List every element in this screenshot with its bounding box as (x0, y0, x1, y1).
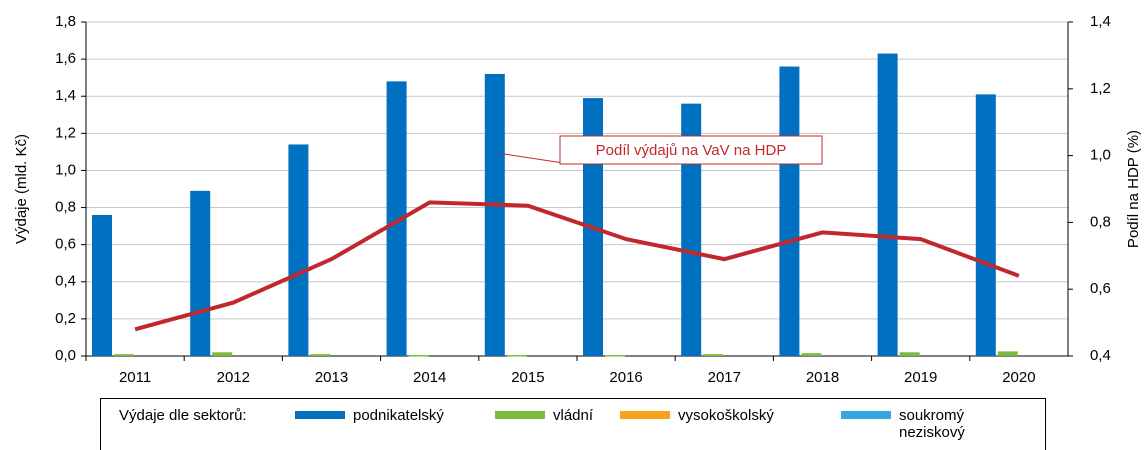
bar (975, 94, 996, 356)
x-tick-label: 2013 (315, 369, 348, 386)
legend-label: soukromý neziskový (899, 407, 965, 441)
x-tick-label: 2020 (1002, 369, 1035, 386)
y2-tick-label: 1,2 (1090, 80, 1111, 97)
bar (288, 144, 309, 356)
bar (877, 53, 898, 357)
y2-tick-label: 1,0 (1090, 147, 1111, 164)
legend-swatch (841, 411, 891, 419)
bar (605, 355, 625, 357)
legend-label: vládní (553, 407, 594, 424)
legend-label: vysokoškolský (678, 407, 774, 424)
legend: Výdaje dle sektorů: podnikatelský vládní v… (100, 398, 1046, 450)
y2-tick-label: 0,6 (1090, 280, 1111, 297)
bar (212, 352, 233, 356)
bar (997, 351, 1018, 356)
plot: Výdaje (mld. Kč) Podíl na HDP (%) 0,0 0,2… (13, 13, 1142, 386)
y-axis-title: Výdaje (mld. Kč) (13, 134, 30, 244)
y2-tick-label: 1,4 (1090, 13, 1111, 30)
legend-swatch (620, 411, 670, 419)
x-tick-label: 2016 (609, 369, 642, 386)
bar (506, 355, 527, 357)
bar (703, 354, 724, 356)
y-tick-label: 0,6 (55, 236, 76, 253)
y-tick-label: 1,6 (55, 50, 76, 67)
bar (408, 355, 429, 357)
x-tick-label: 2019 (904, 369, 937, 386)
x-tick-label: 2015 (511, 369, 544, 386)
x-tick-label: 2018 (806, 369, 839, 386)
bar (779, 66, 800, 357)
y-tick-label: 0,0 (55, 347, 76, 364)
y-tick-label: 0,4 (55, 273, 76, 290)
annotation: Podíl výdajů na VaV na HDP (596, 142, 787, 159)
x-tick-label: 2011 (119, 369, 151, 386)
legend-swatch (495, 411, 545, 419)
bar (92, 214, 112, 356)
legend-label: podnikatelský (353, 407, 444, 424)
bar (681, 103, 702, 357)
y2-axis-title: Podíl na HDP (%) (1125, 130, 1142, 248)
bar (801, 353, 822, 356)
annotation-arrow (502, 153, 571, 165)
bar (114, 354, 134, 356)
x-tick-label: 2012 (217, 369, 250, 386)
y2-tick-label: 0,4 (1090, 347, 1111, 364)
bar (190, 190, 211, 356)
y-tick-label: 1,0 (55, 161, 76, 178)
y-tick-label: 1,8 (55, 13, 76, 30)
y-tick-label: 0,2 (55, 310, 76, 327)
annotation-box (559, 135, 823, 165)
bar (484, 73, 505, 356)
line (134, 200, 1020, 332)
y-tick-label: 1,2 (55, 124, 76, 141)
legend-swatch (295, 411, 345, 419)
y-tick-label: 0,8 (55, 199, 76, 216)
x-tick-label: 2014 (413, 369, 446, 386)
y2-tick-label: 0,8 (1090, 213, 1111, 230)
bar (386, 81, 407, 356)
bar (899, 352, 920, 356)
x-tick-label: 2017 (708, 369, 741, 386)
bar (310, 354, 331, 356)
legend-title: Výdaje dle sektorů: (119, 407, 247, 424)
y-tick-label: 1,4 (55, 87, 76, 104)
